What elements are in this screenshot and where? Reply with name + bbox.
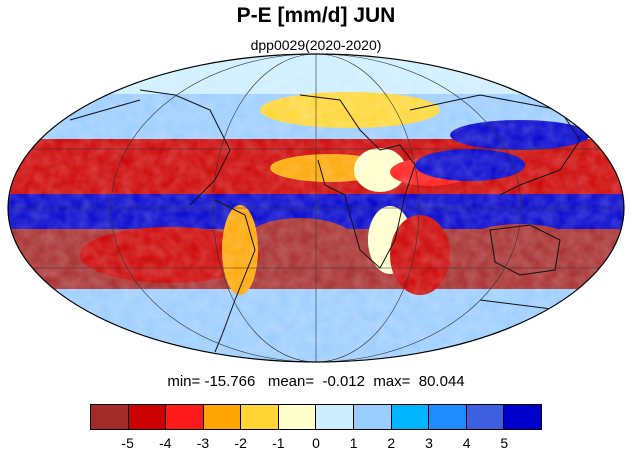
- colorbar-tick-label: 1: [349, 435, 358, 451]
- colorbar-tick-label: -5: [121, 435, 134, 451]
- graticule: [8, 54, 624, 362]
- map-subtitle: dpp0029(2020-2020): [250, 37, 382, 53]
- colorbar-segment: [166, 405, 204, 429]
- colorbar-segment: [91, 405, 129, 429]
- colorbar-segment: [504, 405, 541, 429]
- colorbar-segment: [391, 405, 430, 429]
- colorbar-tick-label: -4: [159, 435, 172, 451]
- colorbar-ticks: -5 -4 -3 -2 -1 0 1 2 3 4 5: [90, 435, 542, 455]
- colorbar-segment: [354, 405, 392, 429]
- colorbar-tick-label: 0: [312, 435, 320, 451]
- colorbar-tick-label: -2: [234, 435, 247, 451]
- colorbar-segment: [128, 405, 167, 429]
- colorbar-tick-label: 4: [462, 435, 471, 451]
- map-frame: [7, 53, 625, 363]
- colorbar-tick-label: 2: [387, 435, 396, 451]
- coastlines: [69, 89, 581, 353]
- colorbar-tick-label: -1: [272, 435, 285, 451]
- stats-line: min= -15.766 mean= -0.012 max= 80.044: [167, 373, 465, 390]
- colorbar: [90, 404, 542, 430]
- world-map: [7, 53, 625, 363]
- map-title: P-E [mm/d] JUN: [236, 4, 396, 27]
- colorbar-segment: [466, 405, 505, 429]
- colorbar-tick-label: 3: [425, 435, 433, 451]
- colorbar-segment: [278, 405, 317, 429]
- colorbar-tick-label: -3: [196, 435, 210, 451]
- colorbar-segment: [241, 405, 279, 429]
- colorbar-segment: [203, 405, 242, 429]
- colorbar-segment: [316, 405, 355, 429]
- colorbar-tick-label: 5: [500, 435, 509, 451]
- colorbar-segment: [429, 405, 467, 429]
- field-layer: [8, 54, 624, 362]
